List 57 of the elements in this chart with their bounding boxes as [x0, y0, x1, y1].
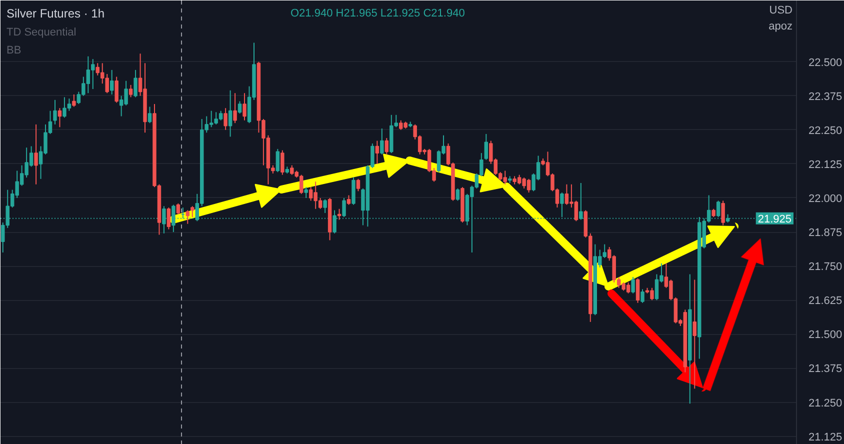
candlestick — [58, 108, 62, 128]
y-tick-label: 22.500 — [808, 56, 842, 69]
candlestick — [276, 148, 280, 173]
annotation: USD — [769, 4, 793, 16]
y-tick-label: 21.125 — [808, 431, 842, 444]
y-tick-label: 22.250 — [808, 124, 842, 137]
candlestick — [34, 124, 38, 185]
candlestick — [176, 202, 180, 215]
candlestick — [233, 92, 237, 124]
annotation: BB — [6, 44, 22, 56]
candlestick — [356, 178, 360, 192]
y-tick-label: 22.375 — [808, 90, 842, 103]
annotation: O21.940 H21.965 L21.925 C21.940 — [290, 8, 465, 20]
candlestick — [640, 288, 644, 304]
y-tick-label: 22.000 — [808, 192, 842, 205]
candlestick — [114, 76, 118, 104]
candlestick — [337, 208, 342, 220]
annotation: apoz — [768, 20, 793, 32]
y-tick-label: 21.625 — [808, 295, 842, 308]
candlestick — [352, 177, 356, 206]
candlestick — [53, 99, 57, 125]
candlestick — [186, 210, 190, 224]
candlestick — [238, 100, 242, 114]
candlestick — [304, 186, 308, 198]
candlestick — [721, 200, 725, 226]
candlestick — [636, 278, 640, 304]
candlestick — [456, 188, 460, 202]
candlestick — [128, 84, 133, 98]
candlestick — [190, 206, 194, 218]
candlestick — [384, 138, 389, 155]
y-tick-label: 22.125 — [808, 158, 842, 171]
y-tick-label: 21.750 — [808, 261, 842, 274]
annotation: TD Sequential — [6, 26, 76, 38]
candlestick — [172, 204, 176, 233]
candlestick — [323, 198, 327, 214]
y-tick-label: 21.500 — [808, 329, 842, 342]
y-tick-label: 21.375 — [808, 363, 842, 376]
candlestick — [228, 90, 232, 138]
candlestick — [484, 133, 488, 160]
candlestick — [134, 69, 138, 98]
candlestick — [224, 108, 228, 130]
candlestick — [692, 279, 696, 390]
candlestick — [166, 207, 171, 230]
ref-line-label: 21.925 — [758, 213, 792, 226]
y-tick-label: 21.875 — [808, 227, 842, 240]
candlestick — [72, 94, 76, 108]
candlestick — [242, 92, 246, 121]
candlestick — [110, 69, 114, 95]
candlestick — [280, 150, 284, 176]
candlestick — [148, 106, 152, 124]
y-tick-label: 21.250 — [808, 397, 842, 410]
candlestick — [346, 194, 351, 206]
candlestick — [380, 128, 384, 155]
candlestick — [375, 140, 380, 164]
candlestick — [342, 197, 346, 218]
text: Silver Futures · 1h — [6, 6, 105, 20]
candlestick — [631, 276, 635, 294]
